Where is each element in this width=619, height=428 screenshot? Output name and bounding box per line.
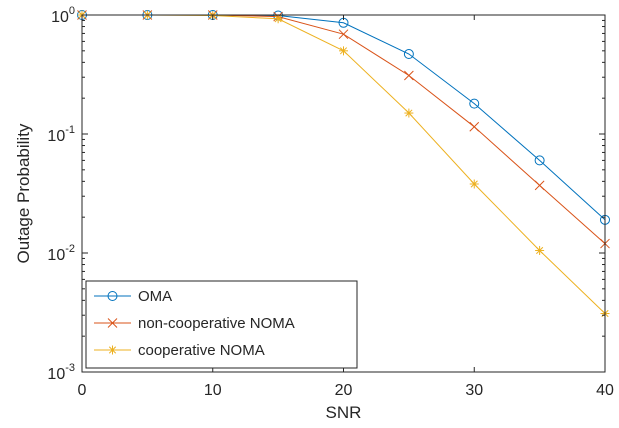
data-point-cooperative-noma-stroke <box>339 47 348 55</box>
data-point-non-cooperative-noma <box>534 180 545 191</box>
legend-marker-non-cooperative-noma <box>107 318 118 328</box>
y-tick-exponent: -1 <box>65 124 75 136</box>
x-tick-label: 10 <box>204 382 222 399</box>
x-tick-label: 20 <box>335 382 353 399</box>
y-tick-label: 100 <box>51 5 75 26</box>
y-tick-base: 10 <box>51 9 69 26</box>
data-point-oma <box>534 155 545 166</box>
legend: OMA non-cooperative NOMA cooperative NOMA <box>85 280 358 369</box>
y-tick-label: 10-1 <box>47 124 75 145</box>
data-point-cooperative-noma-stroke <box>536 246 544 255</box>
legend-marker-cooperative-noma <box>108 345 117 355</box>
data-point-cooperative-noma <box>404 108 414 118</box>
y-tick-exponent: 0 <box>69 5 75 17</box>
data-point-non-cooperative-noma <box>404 70 414 81</box>
data-point-cooperative-noma-stroke <box>274 15 282 23</box>
x-tick-label: 30 <box>465 382 483 399</box>
legend-label-oma: OMA <box>138 288 172 305</box>
legend-label-cooperative-noma: cooperative NOMA <box>138 342 265 359</box>
data-point-non-cooperative-noma-stroke <box>534 180 545 191</box>
y-tick-base: 10 <box>47 366 65 383</box>
x-tick-label: 40 <box>596 382 614 399</box>
data-point-non-cooperative-noma-stroke <box>404 70 414 81</box>
y-tick-base: 10 <box>47 247 65 264</box>
legend-marker-cooperative-noma-stroke <box>108 346 117 354</box>
legend-box <box>85 280 358 369</box>
data-point-cooperative-noma-stroke <box>405 109 413 117</box>
data-point-oma <box>469 98 480 109</box>
data-point-oma <box>403 49 414 60</box>
y-tick-label: 10-3 <box>47 362 75 383</box>
data-point-non-cooperative-noma-stroke <box>469 121 480 132</box>
data-point-cooperative-noma <box>535 245 545 255</box>
data-point-non-cooperative-noma-stroke <box>338 29 349 40</box>
data-point-non-cooperative-noma <box>469 121 480 132</box>
y-tick-base: 10 <box>47 128 65 145</box>
y-tick-label: 10-2 <box>47 243 75 264</box>
y-axis-title: Outage Probability <box>14 123 33 263</box>
y-tick-exponent: -2 <box>65 243 75 255</box>
data-point-cooperative-noma <box>469 179 479 189</box>
x-tick-label: 0 <box>78 382 87 399</box>
legend-label-non-cooperative-noma: non-cooperative NOMA <box>138 315 295 332</box>
legend-marker-oma <box>107 291 118 301</box>
legend-marker-non-cooperative-noma-stroke <box>107 318 118 328</box>
data-point-cooperative-noma <box>339 46 348 56</box>
data-point-cooperative-noma-stroke <box>470 180 478 188</box>
data-point-cooperative-noma <box>273 14 283 24</box>
y-tick-exponent: -3 <box>65 362 75 374</box>
data-point-non-cooperative-noma <box>338 29 349 40</box>
x-axis-title: SNR <box>326 403 362 422</box>
